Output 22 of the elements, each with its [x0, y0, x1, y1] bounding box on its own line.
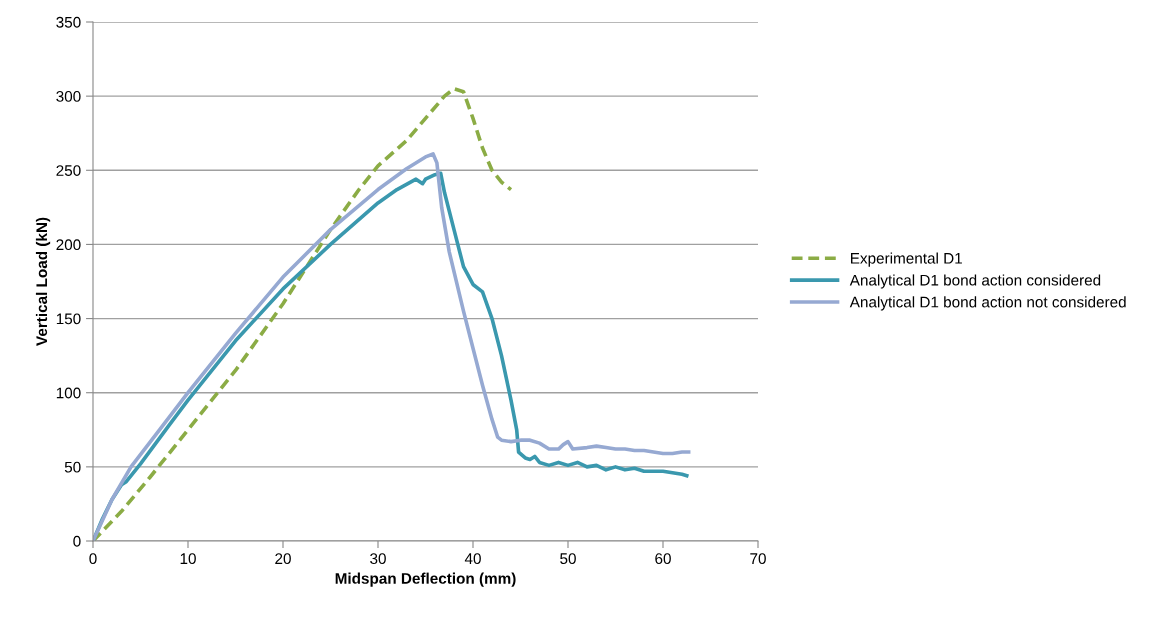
- x-axis-title: Midspan Deflection (mm): [335, 572, 516, 587]
- x-tick-label: 30: [370, 553, 386, 565]
- x-tick-label: 60: [655, 553, 671, 565]
- x-tick-label: 10: [180, 553, 196, 565]
- y-tick-label: 300: [56, 91, 81, 102]
- legend-label: Analytical D1 bond action considered: [849, 274, 1101, 289]
- y-tick-label: 150: [56, 313, 81, 325]
- y-tick-label: 250: [56, 165, 81, 176]
- y-tick-label: 0: [73, 535, 81, 547]
- line-series: [93, 86, 513, 541]
- x-tick-label: 20: [275, 553, 291, 565]
- x-tick-label: 50: [560, 553, 576, 565]
- y-axis-title: Vertical Load (kN): [35, 217, 51, 346]
- x-tick-label: 70: [750, 553, 766, 565]
- legend-label: Analytical D1 bond action not considered: [849, 296, 1126, 311]
- y-tick-label: 100: [56, 387, 81, 399]
- x-tick-label: 40: [464, 553, 481, 565]
- y-tick-label: 50: [64, 461, 81, 473]
- y-tick-label: 200: [56, 239, 81, 251]
- x-tick-label: 0: [89, 553, 97, 565]
- legend-label: Experimental D1: [851, 252, 962, 267]
- y-tick-label: 350: [56, 16, 81, 28]
